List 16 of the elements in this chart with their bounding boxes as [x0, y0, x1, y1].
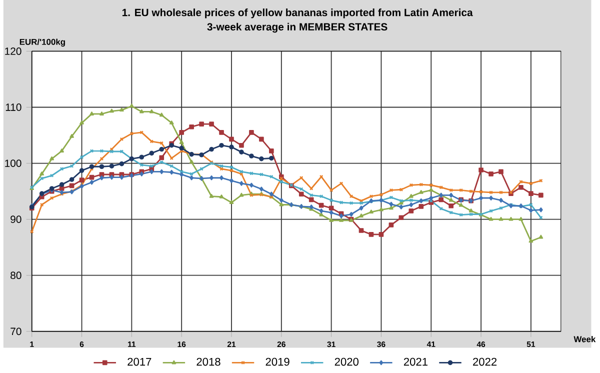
y-axis-title: EUR/'100kg: [20, 38, 65, 47]
x-axis-title: Week: [574, 336, 596, 342]
legend-label: 2020: [334, 358, 359, 366]
chart-subtitle: 3-week average in MEMBER STATES: [207, 22, 388, 33]
legend-label: 2021: [404, 358, 428, 366]
chart-title: 1. EU wholesale prices of yellow bananas imported from Latin America: [122, 8, 473, 18]
y-tick-label: 110: [6, 104, 22, 112]
legend-label: 2019: [266, 358, 290, 366]
y-tick-label: 80: [10, 272, 22, 280]
y-tick-label: 120: [5, 48, 22, 56]
y-tick-label: 70: [10, 328, 22, 336]
y-tick-label: 90: [10, 216, 22, 224]
legend-label: 2018: [196, 358, 220, 366]
legend-label: 2022: [473, 358, 497, 366]
y-tick-label: 100: [5, 160, 22, 168]
legend-label: 2017: [128, 358, 152, 366]
